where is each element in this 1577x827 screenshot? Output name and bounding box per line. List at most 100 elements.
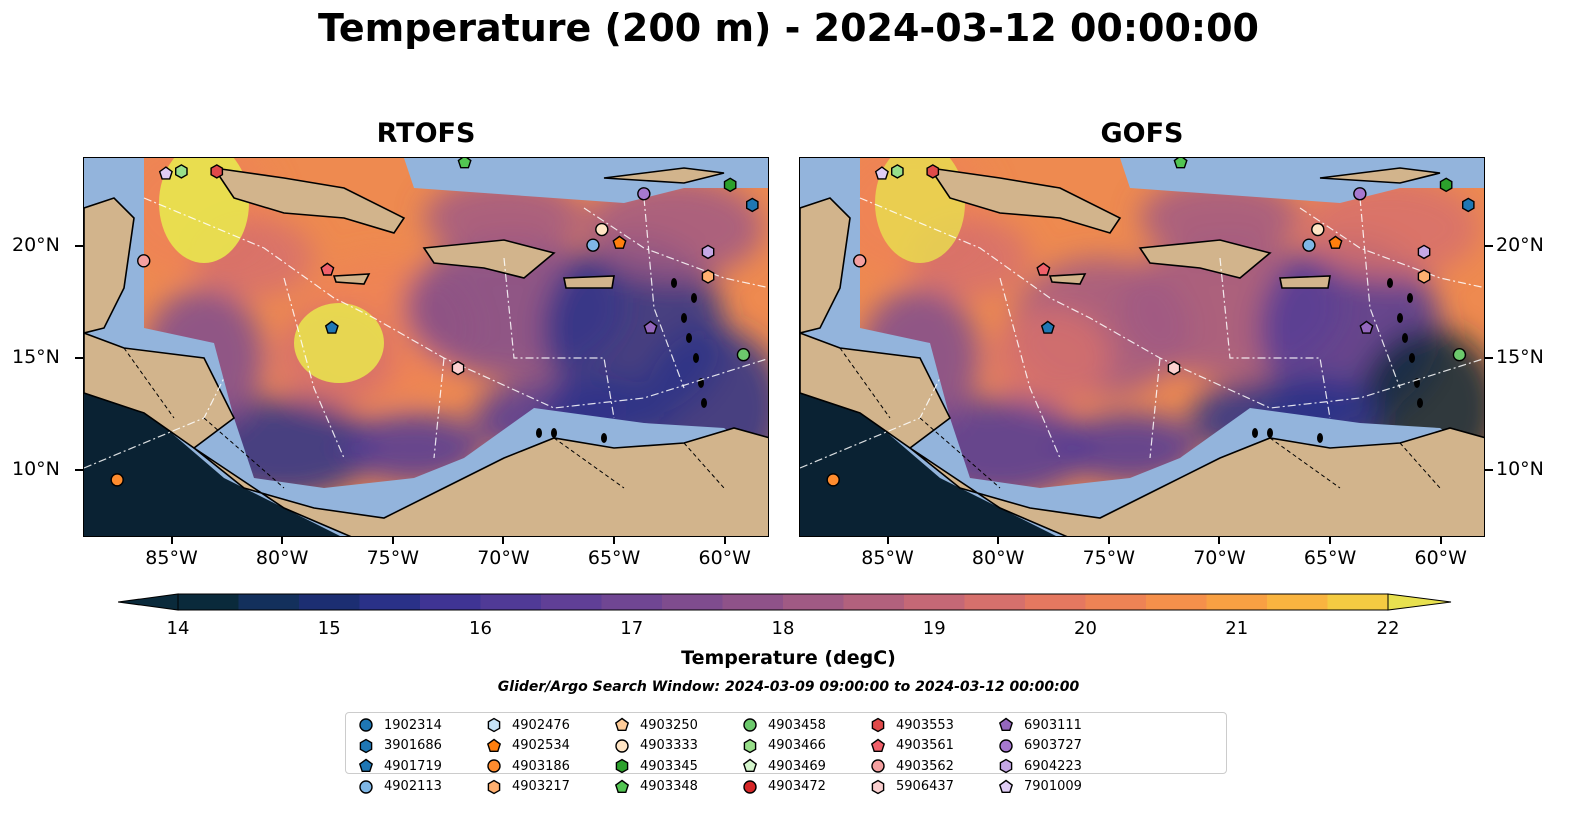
eez-boundary-6 <box>643 197 685 389</box>
y-tick-label-right: 10°N <box>1496 457 1544 480</box>
map-svg <box>800 158 1484 536</box>
float-marker-6904223 <box>701 244 715 260</box>
legend-entry: 6903111 <box>998 715 1082 735</box>
x-tick <box>170 537 173 544</box>
legend-entry: 4902476 <box>486 715 570 735</box>
y-tick-label-right: 15°N <box>1496 346 1544 369</box>
legend-marker-4903466 <box>743 738 757 753</box>
legend-entry: 4901719 <box>358 756 442 776</box>
legend-label: 4903472 <box>768 779 826 794</box>
legend-entry: 5906437 <box>870 777 954 797</box>
float-marker-4903345 <box>1439 177 1453 193</box>
legend-marker-icon <box>486 738 502 752</box>
float-marker-5906437 <box>451 360 465 376</box>
legend-label: 7901009 <box>1024 779 1082 794</box>
colorbar-segment <box>178 594 239 610</box>
island-6 <box>1387 278 1393 288</box>
land-mass-4 <box>422 239 556 279</box>
legend-marker-6904223 <box>999 758 1013 774</box>
island-5 <box>691 293 697 303</box>
legend-marker-icon <box>614 779 630 793</box>
colorbar-segment <box>359 594 421 610</box>
x-tick <box>1107 537 1110 544</box>
eez-boundary-5 <box>433 357 445 459</box>
colorbar-segment <box>420 594 481 610</box>
search-window-text: Glider/Argo Search Window: 2024-03-09 09… <box>497 679 1080 695</box>
island-0 <box>1397 313 1403 323</box>
land-mass-2 <box>193 427 768 536</box>
legend-label: 4903348 <box>640 779 698 794</box>
legend-marker-icon <box>487 717 501 733</box>
legend-marker-icon <box>358 758 374 773</box>
country-border-0 <box>123 347 175 419</box>
colorbar-tick-label: 14 <box>166 618 190 639</box>
legend-label: 6903111 <box>1024 717 1082 733</box>
y-tick <box>1485 357 1493 360</box>
legend-entry: 4902534 <box>486 736 570 756</box>
float-marker-6903111 <box>643 320 658 334</box>
legend-entry: 4903466 <box>742 736 826 756</box>
colorbar <box>117 592 1453 616</box>
colorbar-extend-low <box>117 593 179 611</box>
legend-marker-3901686 <box>359 738 373 753</box>
x-tick <box>1329 537 1332 544</box>
y-tick-label-left: 15°N <box>12 346 60 369</box>
legend-marker-1902314 <box>359 718 373 732</box>
legend-marker-4903458 <box>743 718 757 732</box>
float-marker-4902534 <box>612 235 627 249</box>
legend-marker-icon <box>743 779 757 794</box>
eez-boundary-2 <box>1219 257 1331 419</box>
float-marker-4903466 <box>174 164 188 179</box>
legend-marker-4903562 <box>871 759 885 773</box>
float-marker-4902113 <box>1302 238 1316 252</box>
legend-marker-4903561 <box>870 738 886 752</box>
legend-marker-icon <box>487 759 501 773</box>
land-mass-0 <box>84 197 135 334</box>
island-8 <box>1267 428 1273 438</box>
country-border-0 <box>839 347 891 419</box>
colorbar-tick-label: 21 <box>1225 618 1249 639</box>
y-tick-label-left: 20°N <box>12 234 60 257</box>
land-mass-3 <box>212 166 406 234</box>
colorbar-tick-label: 22 <box>1376 618 1400 639</box>
eez-boundary-0 <box>859 197 1484 409</box>
country-border-3 <box>683 442 725 489</box>
float-marker-4903458 <box>1452 348 1467 362</box>
legend-entry: 1902314 <box>358 715 442 735</box>
legend-marker-4903553 <box>871 717 885 733</box>
y-tick <box>75 245 83 248</box>
legend-marker-4902113 <box>359 779 373 794</box>
island-2 <box>693 353 699 363</box>
legend-marker-icon <box>615 758 629 774</box>
colorbar-segment <box>662 594 723 610</box>
legend-marker-4903345 <box>615 758 629 774</box>
legend-marker-icon <box>359 779 373 794</box>
land-mass-1 <box>84 332 236 449</box>
legend-label: 6904223 <box>1024 758 1082 774</box>
float-marker-3901686 <box>1462 197 1475 213</box>
legend-entry: 4903458 <box>742 715 826 735</box>
land-mass-1 <box>800 332 952 449</box>
legend-marker-icon <box>870 738 886 752</box>
x-tick-label: 70°W <box>1193 547 1246 569</box>
y-tick <box>75 357 83 360</box>
eez-boundary-5 <box>1149 357 1161 459</box>
legend-marker-4901719 <box>358 758 374 773</box>
colorbar-extend-high <box>1387 593 1452 611</box>
warm-eddy <box>294 303 384 383</box>
legend-entry: 4903345 <box>614 756 698 776</box>
float-marker-4903348 <box>1173 158 1188 169</box>
x-tick <box>886 537 889 544</box>
island-7 <box>536 428 542 438</box>
x-tick-label: 75°W <box>1082 547 1136 569</box>
legend-marker-6903111 <box>998 717 1014 732</box>
eez-boundary-0 <box>143 197 768 409</box>
legend-entry: 4903348 <box>614 777 698 797</box>
float-marker-4903217 <box>1417 269 1431 284</box>
colorbar-tick-label: 15 <box>317 618 341 639</box>
x-tick-label: 80°W <box>971 547 1025 569</box>
colorbar-segment <box>541 594 602 610</box>
pacific-ocean <box>84 388 340 536</box>
pacific-ocean <box>800 388 1056 536</box>
float-marker-4903561 <box>1036 262 1051 276</box>
